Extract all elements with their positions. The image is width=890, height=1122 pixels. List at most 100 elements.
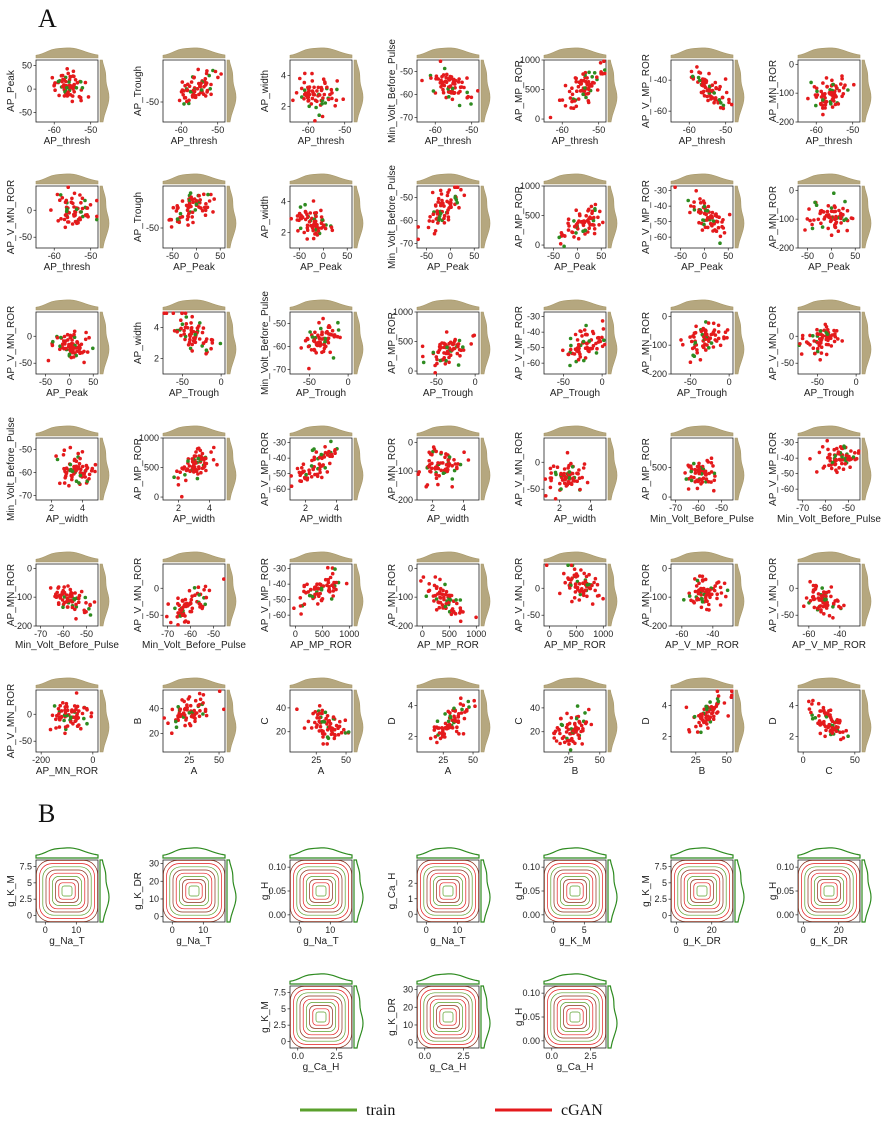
- data-point: [569, 716, 574, 720]
- y-axis-label: g_Ca_H: [387, 873, 398, 910]
- y-tick-label: 4: [662, 701, 667, 711]
- data-point: [702, 335, 706, 339]
- data-point: [79, 210, 83, 214]
- data-point: [307, 92, 312, 97]
- data-point: [812, 218, 816, 222]
- data-point: [289, 474, 293, 478]
- data-point: [338, 719, 342, 724]
- data-point: [184, 315, 189, 319]
- x-axis-label: g_K_DR: [810, 936, 848, 947]
- contour-line: [569, 885, 581, 897]
- data-point: [61, 701, 65, 705]
- data-point: [841, 206, 845, 211]
- data-point: [818, 337, 822, 341]
- data-point: [201, 341, 206, 346]
- data-point: [184, 716, 189, 720]
- data-point: [56, 707, 61, 711]
- data-point: [85, 706, 89, 711]
- top-marginal: [797, 299, 861, 311]
- data-point: [688, 335, 692, 339]
- data-point: [440, 603, 445, 607]
- data-point: [703, 471, 708, 476]
- data-point: [187, 464, 192, 468]
- data-point: [694, 724, 698, 729]
- data-point: [711, 321, 716, 326]
- data-point: [692, 200, 696, 204]
- data-point: [565, 738, 570, 743]
- data-point: [219, 72, 223, 76]
- right-marginal: [480, 689, 491, 753]
- data-point: [695, 596, 700, 601]
- data-point: [711, 229, 715, 233]
- right-marginal: [480, 985, 491, 1049]
- data-point: [561, 348, 565, 353]
- data-point: [695, 730, 700, 734]
- data-point: [307, 220, 312, 224]
- top-marginal: [797, 677, 861, 689]
- data-point: [450, 725, 454, 730]
- data-point: [328, 92, 332, 97]
- data-point: [76, 465, 81, 469]
- y-tick-label: -60: [654, 106, 667, 116]
- data-point: [66, 71, 70, 76]
- data-point: [568, 586, 572, 590]
- data-point: [707, 593, 711, 597]
- data-point: [335, 334, 340, 339]
- data-point: [433, 371, 437, 375]
- data-point: [844, 453, 849, 458]
- data-point: [562, 467, 567, 471]
- right-marginal: [99, 185, 110, 249]
- contour-line: [556, 872, 594, 910]
- data-point: [729, 695, 734, 699]
- data-point: [200, 330, 205, 335]
- y-axis-label: AP_MN_ROR: [768, 186, 779, 248]
- data-point: [320, 708, 325, 713]
- y-tick-label: -50: [146, 223, 159, 233]
- data-point: [424, 594, 429, 598]
- y-axis-label: AP_MN_ROR: [768, 60, 779, 122]
- data-point: [427, 463, 432, 467]
- data-point: [177, 603, 181, 608]
- y-tick-label: 0: [27, 709, 32, 719]
- data-point: [455, 200, 459, 205]
- data-point: [696, 210, 701, 214]
- top-marginal: [543, 847, 607, 859]
- data-point: [815, 470, 819, 474]
- data-point: [563, 104, 568, 108]
- data-point: [709, 461, 714, 465]
- y-axis-label: AP_V_MN_ROR: [6, 684, 17, 758]
- data-point: [820, 445, 825, 449]
- data-point: [92, 600, 97, 604]
- plot-area: [162, 859, 226, 923]
- data-point: [712, 714, 716, 719]
- y-tick-label: 0.00: [522, 1036, 540, 1046]
- data-point: [188, 334, 192, 338]
- y-tick-label: 2: [408, 732, 413, 742]
- data-point: [711, 717, 716, 721]
- data-point: [586, 218, 590, 223]
- data-point: [692, 208, 697, 212]
- x-axis-label: AP_Trough: [550, 388, 600, 399]
- data-point: [56, 79, 61, 84]
- data-point: [836, 229, 841, 233]
- data-point: [201, 712, 205, 716]
- data-point: [199, 454, 203, 459]
- data-point: [832, 339, 837, 344]
- data-point: [321, 463, 325, 467]
- data-point: [199, 81, 203, 85]
- data-point: [853, 451, 857, 455]
- data-point: [421, 360, 426, 365]
- x-axis-label: AP_thresh: [44, 136, 91, 147]
- data-point: [198, 198, 202, 202]
- data-point: [63, 225, 68, 230]
- data-point: [577, 582, 582, 586]
- data-point: [206, 192, 210, 197]
- data-point: [432, 599, 436, 603]
- data-point: [443, 721, 448, 726]
- y-axis-label: D: [387, 717, 398, 724]
- x-tick-label: -200: [32, 755, 50, 765]
- y-tick-label: 4: [408, 701, 413, 711]
- data-point: [692, 461, 696, 466]
- data-point: [692, 714, 697, 719]
